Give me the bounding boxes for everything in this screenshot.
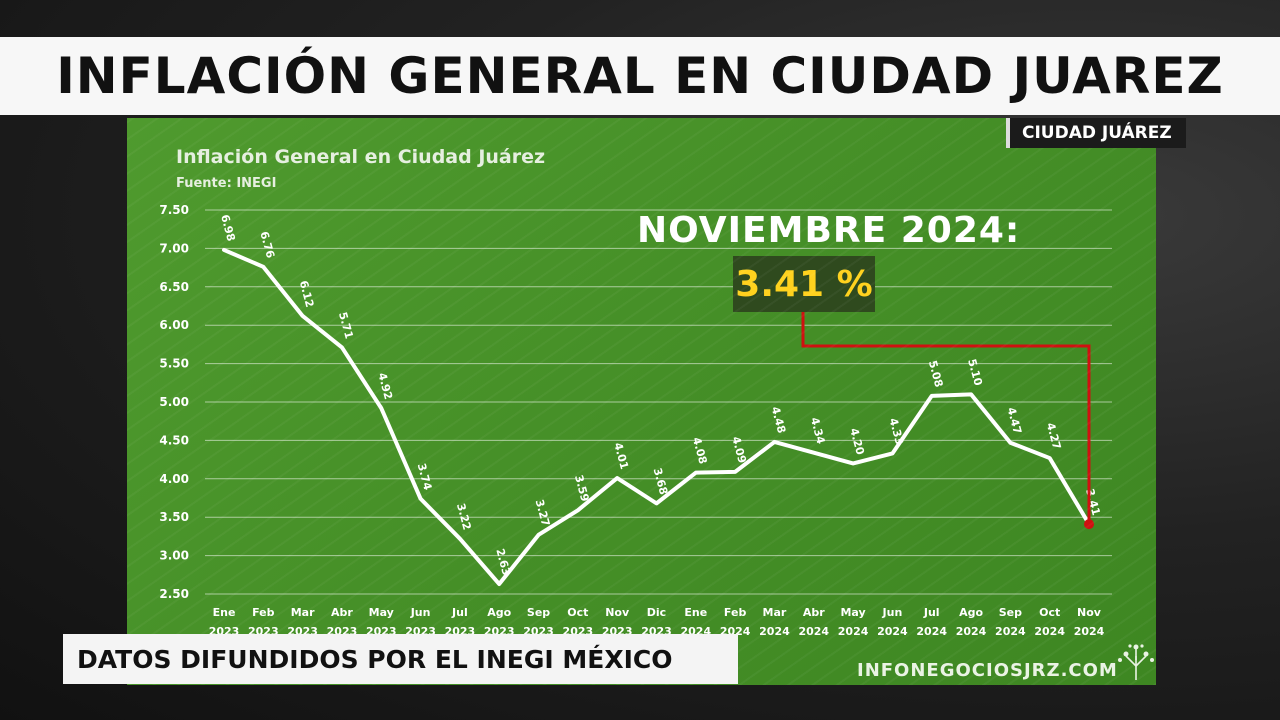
data-label: 4.33 — [886, 417, 906, 447]
x-tick-label-month: Ago — [959, 606, 983, 619]
watermark-text: INFONEGOCIOSJRZ.COM — [857, 660, 1118, 681]
data-label: 6.12 — [297, 279, 317, 309]
x-tick-label-month: Jun — [882, 606, 903, 619]
data-label: 5.10 — [965, 358, 985, 388]
chart-subtitle: Fuente: INEGI — [176, 176, 277, 191]
data-label: 4.48 — [769, 405, 789, 435]
x-tick-label-month: Ago — [487, 606, 511, 619]
data-label: 4.92 — [375, 371, 395, 401]
x-tick-label-month: Abr — [331, 606, 353, 619]
y-tick-label: 6.50 — [159, 280, 189, 294]
x-tick-label-year: 2024 — [916, 625, 947, 638]
data-label: 6.76 — [257, 230, 277, 260]
line-chart: 7.50 7.00 6.50 6.00 5.50 5.00 4.50 4.00 3.50 3.00… — [159, 203, 1112, 638]
x-tick-label-month: Sep — [527, 606, 550, 619]
x-tick-label-month: Ene — [684, 606, 707, 619]
x-tick-label-month: Sep — [999, 606, 1022, 619]
data-label: 3.59 — [572, 473, 592, 503]
x-tick-label-month: Mar — [763, 606, 787, 619]
city-tag: CIUDAD JUÁREZ — [1006, 118, 1186, 148]
x-tick-label-month: Mar — [291, 606, 315, 619]
callout-value: 3.41 % — [733, 256, 875, 312]
x-tick-label-year: 2024 — [759, 625, 790, 638]
y-tick-label: 4.00 — [159, 472, 189, 486]
x-tick-label-year: 2024 — [838, 625, 869, 638]
city-tag-label: CIUDAD JUÁREZ — [1022, 123, 1172, 143]
y-tick-label: 4.50 — [159, 433, 189, 447]
data-label: 3.27 — [533, 498, 553, 528]
y-tick-label: 5.00 — [159, 395, 189, 409]
highlight-connector — [801, 312, 1091, 525]
x-tick-label-year: 2024 — [956, 625, 987, 638]
chart-panel: Inflación General en Ciudad Juárez Fuent… — [127, 118, 1156, 685]
y-tick-label: 3.00 — [159, 549, 189, 563]
y-tick-label: 2.50 — [159, 587, 189, 601]
y-tick-label: 6.00 — [159, 318, 189, 332]
y-tick-label: 3.50 — [159, 510, 189, 524]
data-label: 4.20 — [847, 427, 867, 457]
tree-logo-icon — [1118, 644, 1154, 680]
data-label: 3.41 — [1083, 487, 1103, 517]
x-tick-label-month: Feb — [252, 606, 275, 619]
x-tick-label-month: Dic — [647, 606, 666, 619]
y-tick-label: 7.50 — [159, 203, 189, 217]
x-tick-label-month: Abr — [803, 606, 825, 619]
lower-third-ticker: DATOS DIFUNDIDOS POR EL INEGI MÉXICO — [63, 634, 738, 684]
data-label: 4.47 — [1004, 406, 1024, 436]
x-tick-label-month: Feb — [724, 606, 747, 619]
x-tick-label-month: Ene — [213, 606, 236, 619]
x-tick-label-year: 2024 — [1074, 625, 1105, 638]
data-label: 3.68 — [651, 467, 671, 497]
x-tick-label-month: May — [369, 606, 394, 619]
data-label: 6.98 — [218, 213, 238, 243]
x-tick-label-month: Jul — [923, 606, 940, 619]
y-tick-label: 7.00 — [159, 241, 189, 255]
data-label: 4.27 — [1044, 421, 1064, 451]
headline-text: INFLACIÓN GENERAL EN CIUDAD JUAREZ — [56, 47, 1224, 105]
x-tick-label-month: Nov — [1077, 606, 1102, 619]
highlight-point — [1084, 519, 1094, 530]
headline-banner: INFLACIÓN GENERAL EN CIUDAD JUAREZ — [0, 37, 1280, 115]
x-tick-label-year: 2024 — [1034, 625, 1065, 638]
chart-title: Inflación General en Ciudad Juárez — [176, 146, 546, 168]
x-tick-label-year: 2024 — [877, 625, 908, 638]
data-label: 3.22 — [454, 502, 474, 532]
x-tick-label-year: 2024 — [995, 625, 1026, 638]
ticker-text: DATOS DIFUNDIDOS POR EL INEGI MÉXICO — [77, 644, 673, 674]
series-line — [222, 247, 1091, 587]
x-tick-label-month: Nov — [605, 606, 630, 619]
x-tick-label-month: Jul — [451, 606, 468, 619]
data-label: 4.34 — [808, 416, 828, 446]
x-tick-label-month: Oct — [1039, 606, 1060, 619]
data-label: 4.09 — [729, 435, 749, 465]
data-label: 2.63 — [493, 547, 513, 577]
x-tick-label-month: Jun — [410, 606, 431, 619]
x-tick-label-month: Oct — [567, 606, 588, 619]
callout-heading: NOVIEMBRE 2024: — [637, 210, 1021, 251]
x-tick-label-month: May — [840, 606, 865, 619]
y-tick-label: 5.50 — [159, 357, 189, 371]
data-label: 4.01 — [611, 441, 631, 471]
x-tick-label-year: 2024 — [798, 625, 829, 638]
